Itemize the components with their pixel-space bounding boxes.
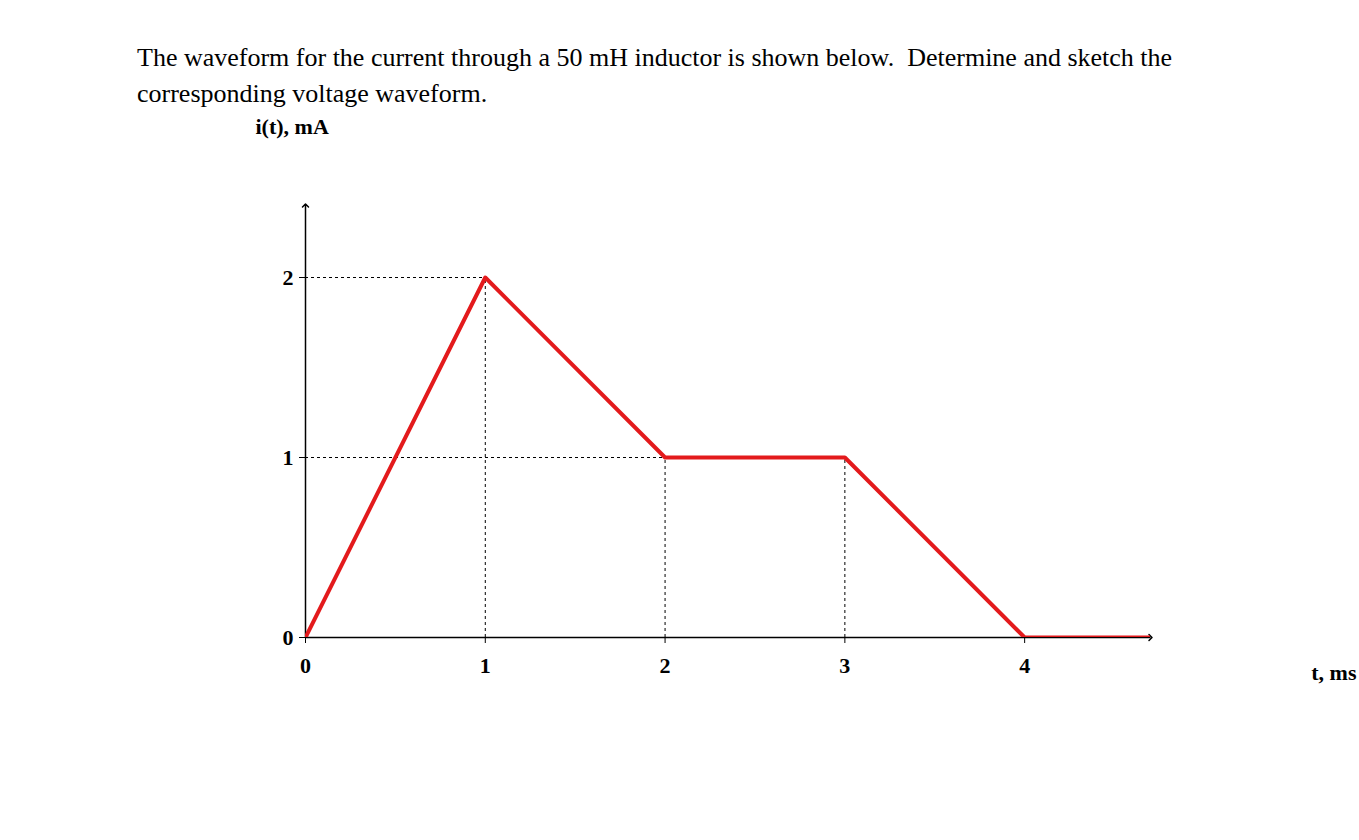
svg-text:0: 0 bbox=[300, 653, 311, 678]
svg-text:2: 2 bbox=[283, 265, 294, 290]
svg-text:0: 0 bbox=[283, 625, 294, 650]
svg-text:1: 1 bbox=[283, 445, 294, 470]
svg-text:4: 4 bbox=[1019, 653, 1030, 678]
svg-text:3: 3 bbox=[839, 653, 850, 678]
svg-text:1: 1 bbox=[480, 653, 491, 678]
svg-text:2: 2 bbox=[660, 653, 671, 678]
svg-text:i(t), mA: i(t), mA bbox=[256, 115, 329, 139]
html-text:The waveform for the current t: The waveform for the current through a 5… bbox=[137, 43, 1179, 108]
svg-text:t, ms: t, ms bbox=[1311, 660, 1357, 685]
